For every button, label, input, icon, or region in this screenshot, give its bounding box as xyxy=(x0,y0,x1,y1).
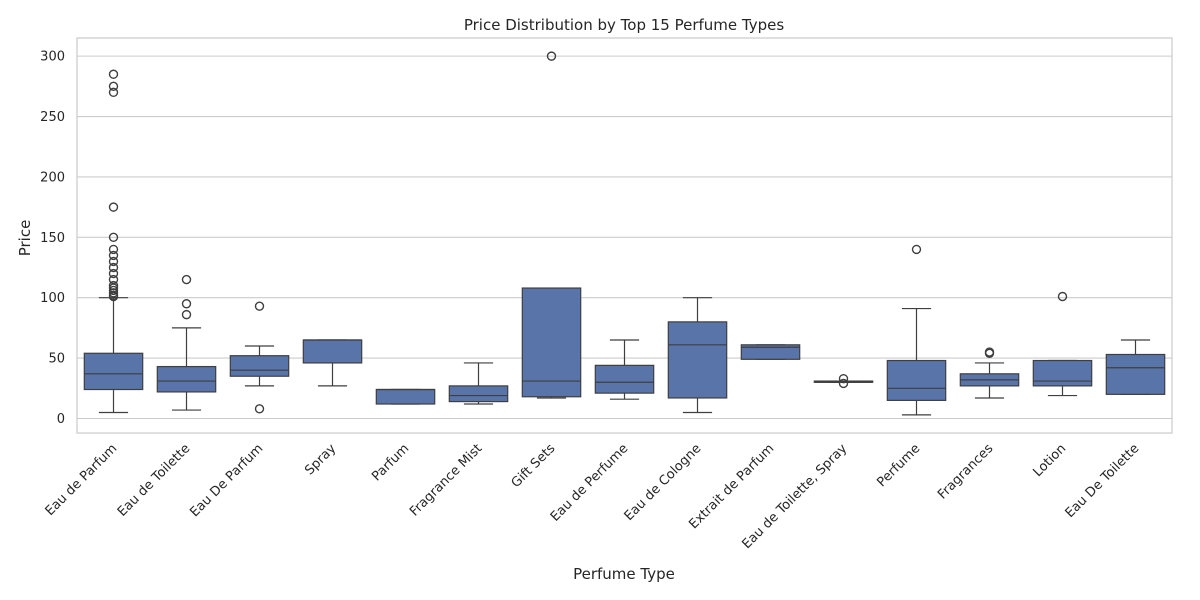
box-group xyxy=(521,51,582,399)
box-group xyxy=(740,344,801,360)
x-tick-label: Eau De Parfum xyxy=(187,441,266,520)
outlier-point xyxy=(181,274,192,285)
y-tick-label: 50 xyxy=(48,352,65,367)
outlier-point xyxy=(546,51,557,61)
box-iqr xyxy=(740,344,801,360)
box-group xyxy=(1032,291,1093,397)
outlier-point xyxy=(108,256,119,267)
box-iqr xyxy=(594,364,655,394)
box-group xyxy=(302,339,363,387)
outlier-point xyxy=(108,232,119,243)
box-iqr xyxy=(1032,359,1093,387)
box-iqr xyxy=(302,339,363,364)
outlier-point xyxy=(108,69,119,79)
x-tick-label: Fragrance Mist xyxy=(407,441,485,519)
chart-title: Price Distribution by Top 15 Perfume Typ… xyxy=(464,16,784,34)
box-iqr xyxy=(521,287,582,398)
outlier-point xyxy=(181,309,192,320)
outlier-point xyxy=(108,81,119,92)
y-tick-label: 150 xyxy=(40,231,65,246)
box-iqr xyxy=(667,321,728,399)
outlier-point xyxy=(108,262,119,273)
x-tick-label: Perfume xyxy=(874,441,923,490)
y-tick-label: 100 xyxy=(40,291,65,306)
y-tick-label: 250 xyxy=(40,110,65,125)
outlier-point xyxy=(254,404,265,414)
y-tick-label: 300 xyxy=(40,50,65,65)
box-group xyxy=(667,297,728,414)
box-group xyxy=(1105,339,1166,395)
box-group xyxy=(813,373,874,389)
outlier-point xyxy=(254,301,265,311)
box-group xyxy=(886,244,947,416)
box-plot-series xyxy=(83,51,1166,416)
x-tick-label: Lotion xyxy=(1031,441,1070,480)
y-axis-ticks: 0 50 100 150 200 250 300 xyxy=(40,50,65,427)
x-tick-label: Fragrances xyxy=(935,441,996,502)
outlier-point xyxy=(911,244,922,255)
box-group xyxy=(83,69,144,414)
x-tick-label: Eau de Cologne xyxy=(622,441,705,524)
y-tick-label: 0 xyxy=(57,412,65,427)
outlier-point xyxy=(108,202,119,212)
x-tick-label: Eau De Toilette xyxy=(1063,441,1143,521)
outlier-point xyxy=(108,250,119,261)
box-iqr xyxy=(1105,353,1166,395)
outlier-point xyxy=(984,347,995,357)
x-tick-label: Parfum xyxy=(369,441,412,484)
outlier-point xyxy=(838,378,849,389)
x-axis-label: Perfume Type xyxy=(573,565,675,583)
box-group xyxy=(229,301,290,414)
x-tick-label: Eau de Toilette xyxy=(115,441,194,520)
plot-area-frame xyxy=(76,37,1173,434)
outlier-point xyxy=(1057,291,1068,302)
y-tick-label: 200 xyxy=(40,170,65,185)
box-group xyxy=(959,347,1020,399)
box-iqr xyxy=(229,355,290,377)
box-iqr xyxy=(448,385,509,403)
x-tick-label: Spray xyxy=(302,441,339,478)
outlier-point xyxy=(108,244,119,255)
outlier-point xyxy=(108,274,119,285)
box-iqr xyxy=(886,359,947,401)
y-axis-label: Price xyxy=(16,220,34,257)
outlier-point xyxy=(108,280,119,291)
box-iqr xyxy=(83,352,144,391)
outlier-point xyxy=(181,299,192,309)
box-iqr xyxy=(375,388,436,405)
box-group xyxy=(375,388,436,405)
x-tick-label: Gift Sets xyxy=(509,441,559,491)
x-tick-label: Eau de Parfum xyxy=(43,441,121,519)
outlier-point xyxy=(108,268,119,279)
box-group xyxy=(448,362,509,405)
outlier-point xyxy=(838,373,849,384)
box-iqr xyxy=(156,365,217,393)
x-tick-label: Eau de Perfume xyxy=(548,441,632,525)
outlier-point xyxy=(108,87,119,98)
box-group xyxy=(156,274,217,411)
box-group xyxy=(594,339,655,400)
